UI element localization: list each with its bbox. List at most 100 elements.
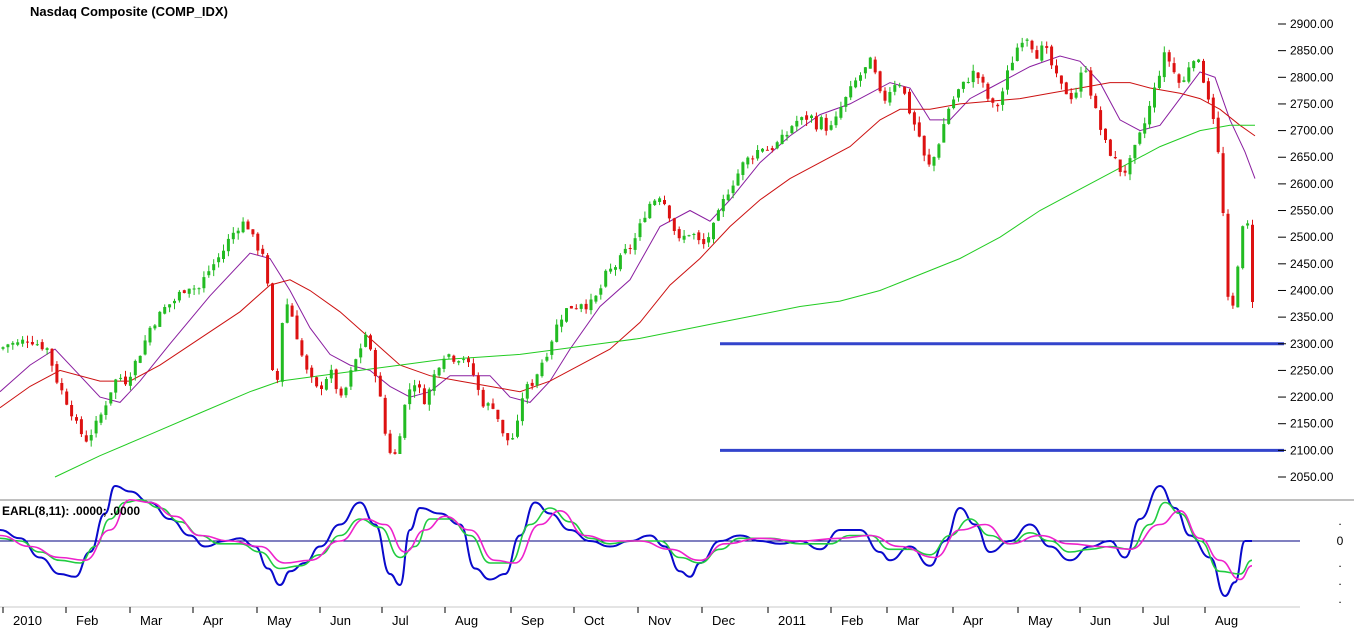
candle-body	[977, 73, 980, 79]
oscillator-tick-mark: .	[1338, 574, 1341, 588]
candle-body	[492, 403, 495, 409]
candle-body	[256, 234, 259, 251]
candle-body	[688, 235, 691, 236]
oscillator-series-1	[0, 500, 1252, 574]
candle-body	[457, 361, 460, 363]
candle-body	[389, 434, 392, 453]
candle-body	[1060, 76, 1063, 84]
price-pane: 2900.00 2850.00 2800.00 2750.00 2700.00 2650.…	[0, 0, 1334, 500]
candle-body	[163, 307, 166, 314]
candle-body	[286, 304, 289, 322]
candle-body	[41, 342, 44, 349]
candle-body	[854, 80, 857, 87]
candle-body	[281, 323, 284, 382]
candle-body	[153, 325, 156, 328]
candle-body	[972, 71, 975, 82]
x-tick-label: 2011	[778, 613, 806, 628]
x-tick-label: Apr	[963, 613, 984, 628]
candle-body	[790, 126, 793, 133]
candle-body	[560, 320, 563, 327]
candle-body	[438, 368, 441, 376]
candle-body	[933, 157, 936, 166]
candle-body	[1094, 96, 1097, 108]
candle-body	[1207, 81, 1210, 99]
candle-body	[844, 97, 847, 107]
candle-body	[967, 82, 970, 83]
x-tick-label: Jun	[330, 613, 351, 628]
candle-body	[506, 433, 509, 440]
candle-body	[139, 356, 142, 363]
candle-body	[1001, 91, 1004, 105]
candle-body	[340, 389, 343, 396]
candle-body	[1089, 70, 1092, 95]
candle-body	[80, 419, 83, 434]
candle-body	[95, 421, 98, 434]
x-tick-label: Dec	[712, 613, 736, 628]
candle-body	[639, 223, 642, 237]
candle-body	[859, 75, 862, 81]
candle-body	[545, 357, 548, 361]
candle-body	[183, 290, 186, 293]
candle-body	[1045, 46, 1048, 48]
candle-body	[536, 374, 539, 385]
candle-body	[599, 288, 602, 294]
candle-body	[1153, 88, 1156, 108]
candle-body	[795, 121, 798, 127]
price-y-tick-label: 2500.00	[1290, 230, 1334, 244]
candle-body	[550, 342, 553, 355]
candle-body	[1119, 160, 1122, 173]
candle-body	[359, 348, 362, 357]
candle-body	[1168, 52, 1171, 61]
candle-body	[1231, 296, 1234, 306]
candle-body	[1035, 50, 1038, 59]
candle-body	[325, 379, 328, 390]
x-tick-label: Aug	[1215, 613, 1238, 628]
candle-body	[65, 392, 68, 405]
candle-body	[678, 229, 681, 238]
candle-body	[310, 368, 313, 377]
candle-body	[531, 383, 534, 386]
candle-body	[482, 390, 485, 407]
candle-body	[1197, 60, 1200, 62]
x-tick-label: Feb	[76, 613, 98, 628]
candle-body	[305, 356, 308, 370]
candle-body	[178, 292, 181, 301]
candle-body	[46, 348, 49, 350]
candle-body	[26, 342, 29, 343]
candle-body	[732, 186, 735, 194]
candle-body	[717, 210, 720, 221]
candle-body	[643, 218, 646, 222]
candle-body	[962, 82, 965, 89]
price-y-tick-label: 2100.00	[1290, 443, 1334, 457]
candle-body	[443, 359, 446, 369]
candle-body	[1138, 133, 1141, 144]
candle-body	[403, 405, 406, 438]
oscillator-tick-mark: .	[1338, 514, 1341, 528]
oscillator-title: EARL(8,11): .0000; .0000	[2, 504, 140, 518]
x-tick-label: Jul	[1153, 613, 1170, 628]
candle-body	[1011, 63, 1014, 71]
candle-body	[1104, 129, 1107, 140]
candle-body	[394, 452, 397, 454]
candle-body	[766, 150, 769, 151]
candle-body	[452, 356, 455, 362]
price-y-tick-label: 2050.00	[1290, 470, 1334, 484]
candle-body	[413, 385, 416, 391]
candle-body	[648, 204, 651, 218]
candle-body	[555, 325, 558, 342]
candle-body	[673, 218, 676, 231]
candle-body	[570, 306, 573, 309]
candle-body	[237, 231, 240, 234]
candle-body	[70, 405, 73, 416]
candle-body	[21, 340, 24, 344]
price-y-axis: 2900.00 2850.00 2800.00 2750.00 2700.00 2650.…	[1278, 17, 1334, 484]
price-y-tick-label: 2450.00	[1290, 257, 1334, 271]
candle-body	[590, 300, 593, 311]
candle-body	[60, 383, 63, 390]
candle-body	[727, 195, 730, 201]
candle-body	[986, 84, 989, 99]
candle-body	[188, 289, 191, 294]
candle-body	[374, 350, 377, 376]
candle-body	[1055, 66, 1058, 74]
